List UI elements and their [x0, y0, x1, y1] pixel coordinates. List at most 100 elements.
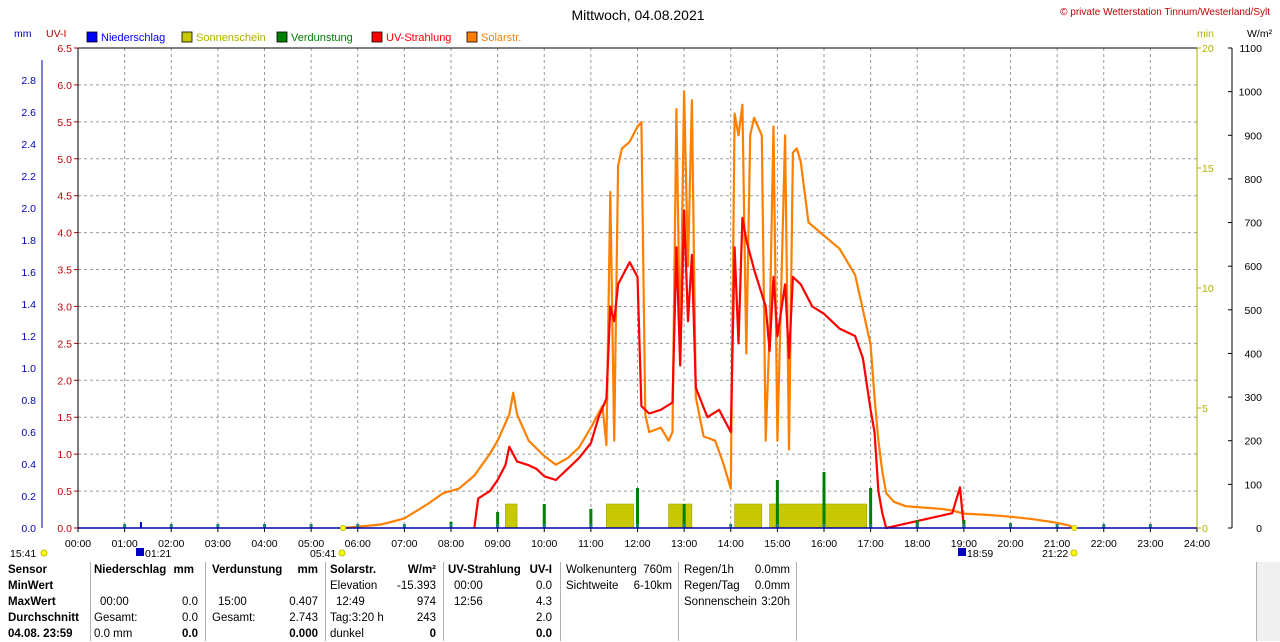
hourly-marker [589, 524, 593, 528]
copyright-text: © private Wetterstation Tinnum/Westerlan… [1060, 7, 1270, 18]
hourly-marker [1148, 524, 1152, 528]
mm-tick-label: 0.4 [21, 459, 36, 471]
sunset-icon [1070, 549, 1078, 557]
evaporation-spike [589, 508, 593, 528]
uv-tick-label: 2.0 [57, 375, 72, 387]
evaporation-spike [869, 488, 873, 528]
stats-cell: 00:00 [100, 596, 129, 608]
mm-axis-unit: mm [14, 28, 32, 40]
legend: Niederschlag Sonnenschein Verdunstung UV-St… [86, 31, 521, 44]
marker-time: 18:59 [967, 548, 993, 560]
x-tick-label: 14:00 [718, 538, 744, 550]
stats-min-label: MinWert [8, 580, 54, 592]
wm2-tick-label: 500 [1244, 305, 1262, 317]
stats-cell: 243 [416, 612, 436, 624]
mm-tick-label: 2.2 [21, 171, 36, 183]
stats-max-label: MaxWert [8, 596, 56, 608]
evaporation-spike [636, 488, 639, 528]
x-tick-label: 20:00 [997, 538, 1023, 550]
stats-col-unit: W/m² [407, 564, 436, 576]
wm2-tick-label: 300 [1244, 392, 1262, 404]
uv-tick-label: 1.0 [57, 449, 72, 461]
hourly-marker [496, 524, 500, 528]
x-tick-label: 24:00 [1184, 538, 1210, 550]
hourly-marker [775, 524, 779, 528]
sunrise-time: 05:41 [310, 548, 336, 560]
data-lines [342, 90, 1075, 530]
sunshine-bar [505, 503, 518, 529]
x-tick-label: 10:00 [531, 538, 557, 550]
legend-swatch [86, 31, 98, 43]
hourly-marker [123, 524, 127, 528]
stats-cell: 15:00 [218, 596, 247, 608]
wm2-axis-unit: W/m² [1247, 28, 1273, 40]
mm-tick-label: 2.0 [21, 203, 36, 215]
x-tick-label: 23:00 [1137, 538, 1163, 550]
stats-cell: 0.0mm [754, 580, 790, 592]
sun-moon-markers: 15:41 01:21 05:41 18:59 21:22 [10, 522, 1078, 560]
hourly-marker [263, 524, 266, 528]
stats-cell: 2.0 [536, 612, 552, 624]
x-tick-label: 08:00 [438, 538, 464, 550]
x-tick-label: 11:00 [578, 538, 604, 550]
hourly-marker [356, 524, 360, 528]
uv-tick-label: 3.5 [57, 265, 72, 277]
wm2-tick-label: 800 [1244, 174, 1262, 186]
stats-col-unit: mm [173, 564, 194, 576]
x-tick-label: 00:00 [65, 538, 91, 550]
mm-tick-label: 2.8 [21, 75, 36, 87]
wm2-tick-label: 0 [1256, 523, 1262, 535]
stats-cell: -15.393 [396, 580, 436, 592]
hourly-marker [1055, 524, 1059, 528]
hourly-marker [869, 524, 873, 528]
x-tick-label: 16:00 [811, 538, 837, 550]
stats-cell: 760m [643, 564, 672, 576]
sunset-time: 21:22 [1042, 548, 1068, 560]
scrollbar[interactable] [1256, 562, 1280, 641]
mm-tick-label: 2.4 [21, 139, 36, 151]
stats-col-title: Niederschlag [94, 564, 167, 576]
uv-tick-label: 4.0 [57, 228, 72, 240]
mm-tick-label: 0.0 [21, 523, 36, 535]
wm2-tick-label: 900 [1244, 130, 1262, 142]
legend-label: Solarstr. [481, 32, 521, 44]
grid-lines [78, 47, 1197, 528]
legend-label: Verdunstung [291, 32, 353, 44]
legend-swatch [371, 31, 383, 43]
stats-col-unit: UV-I [529, 564, 552, 576]
mm-tick-label: 1.4 [21, 299, 36, 311]
mm-tick-label: 0.6 [21, 427, 36, 439]
evaporation-spike [775, 480, 779, 528]
stats-cell: Sichtweite [566, 580, 619, 592]
stats-cell: Sonnenschein [684, 596, 757, 608]
wm2-tick-label: 1100 [1239, 43, 1262, 55]
axes [41, 47, 1233, 532]
moon-icon [40, 549, 48, 557]
stats-cell: 3:20h [761, 596, 790, 608]
stats-verdunstung: Verdunstung mm 15:00 0.407 Gesamt: 2.743 0.… [212, 562, 320, 642]
stats-cell: 974 [416, 596, 436, 608]
legend-swatch [181, 31, 193, 43]
stats-cell: 4.3 [536, 596, 552, 608]
sunset-baseline-marker [1071, 525, 1078, 531]
sunshine-bars [505, 503, 868, 529]
stats-cell: 12:56 [454, 596, 483, 608]
legend-label: Sonnenschein [196, 32, 266, 44]
min-tick-label: 10 [1202, 283, 1214, 295]
uv-tick-label: 5.5 [57, 117, 72, 129]
stats-labels: Sensor MinWert MaxWert Durchschnitt 04.0… [8, 562, 88, 642]
wm2-tick-label: 100 [1244, 479, 1262, 491]
uv-radiation-line [473, 209, 965, 530]
stats-cell: 0.0 [182, 612, 198, 624]
x-tick-label: 18:00 [904, 538, 930, 550]
hourly-marker [402, 524, 406, 528]
hourly-marker [449, 524, 453, 528]
legend-label: UV-Strahlung [386, 32, 451, 44]
mm-tick-label: 2.6 [21, 107, 36, 119]
stats-date-label: 04.08. 23:59 [8, 628, 73, 640]
x-tick-label: 09:00 [484, 538, 510, 550]
x-tick-label: 02:00 [158, 538, 184, 550]
hourly-marker [682, 524, 686, 528]
chart-title: Mittwoch, 04.08.2021 [571, 7, 704, 23]
uv-tick-label: 3.0 [57, 301, 72, 313]
